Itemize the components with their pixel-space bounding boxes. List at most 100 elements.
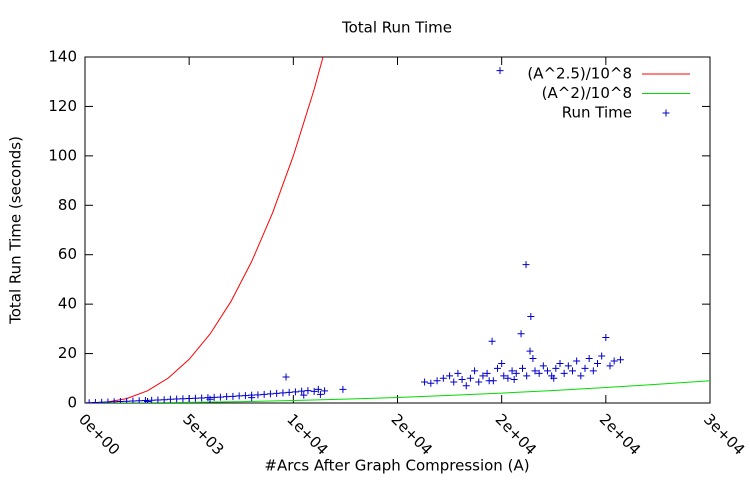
x-tick-label: 1e+04	[283, 410, 331, 458]
point	[616, 356, 624, 364]
point	[519, 364, 526, 372]
point	[485, 377, 493, 385]
chart-title: Total Run Time	[341, 19, 452, 37]
point	[129, 397, 137, 403]
point	[522, 261, 530, 269]
point	[573, 357, 581, 365]
point	[498, 359, 506, 367]
point	[185, 395, 193, 403]
plot-area	[85, 57, 710, 403]
point	[173, 395, 181, 403]
point	[560, 369, 568, 377]
point	[544, 367, 551, 375]
point	[475, 378, 483, 386]
y-tick-label: 0	[67, 394, 77, 412]
point	[508, 367, 516, 375]
y-tick-label: 120	[48, 97, 77, 115]
point	[300, 391, 308, 399]
x-tick-label: 0e+00	[75, 410, 123, 458]
point	[321, 387, 329, 395]
point	[488, 337, 496, 345]
point	[179, 395, 187, 403]
point	[148, 396, 156, 403]
point	[104, 398, 112, 403]
legend-symbol	[662, 109, 670, 117]
point	[206, 395, 214, 403]
point	[198, 394, 206, 402]
point	[581, 364, 589, 372]
point	[479, 372, 487, 380]
y-tick-label: 40	[58, 295, 77, 313]
point	[510, 376, 518, 384]
point	[304, 387, 312, 395]
legend-label: (A^2.5)/10^8	[527, 65, 632, 83]
point	[589, 367, 597, 375]
point	[285, 388, 293, 396]
point	[585, 355, 593, 363]
line-series	[85, 57, 324, 403]
point	[564, 362, 572, 370]
point	[166, 395, 174, 403]
y-tick-label: 80	[58, 196, 77, 214]
point	[123, 397, 131, 403]
x-tick-label: 3e+04	[700, 410, 748, 458]
point	[610, 357, 618, 365]
point	[512, 369, 520, 377]
point	[466, 374, 474, 382]
x-tick-label: 2e+04	[387, 410, 435, 458]
point	[527, 313, 535, 320]
point	[98, 398, 106, 403]
point	[458, 376, 466, 384]
point	[483, 369, 491, 377]
y-axis-label: Total Run Time (seconds)	[7, 136, 25, 325]
point	[471, 367, 479, 375]
x-axis-label: #Arcs After Graph Compression (A)	[264, 457, 529, 475]
point	[462, 382, 470, 390]
x-tick-label: 5e+03	[179, 410, 227, 458]
y-tick-label: 100	[48, 146, 77, 164]
point	[160, 396, 168, 403]
legend-label: (A^2)/10^8	[542, 84, 632, 102]
point	[539, 362, 547, 370]
point	[266, 390, 274, 398]
line-series	[85, 380, 710, 403]
point	[427, 379, 435, 387]
point	[552, 364, 560, 372]
point	[526, 347, 534, 355]
point	[500, 372, 508, 380]
point	[85, 399, 93, 403]
point	[517, 330, 525, 338]
point	[154, 396, 162, 403]
point	[577, 372, 585, 380]
point	[529, 355, 537, 363]
point	[254, 391, 262, 399]
point	[316, 390, 324, 398]
point	[550, 374, 558, 382]
point	[439, 374, 447, 382]
point	[523, 372, 531, 380]
point	[229, 392, 237, 400]
point	[569, 367, 576, 375]
point	[135, 397, 143, 403]
point	[298, 387, 306, 395]
point	[291, 388, 299, 396]
point	[531, 367, 539, 375]
point	[110, 398, 118, 403]
point	[310, 387, 318, 395]
point	[454, 369, 462, 377]
point	[556, 359, 564, 367]
point	[273, 389, 281, 397]
point	[91, 399, 99, 403]
point	[504, 374, 512, 382]
point	[594, 359, 601, 367]
point	[144, 398, 151, 403]
point	[450, 378, 458, 386]
point	[535, 369, 543, 377]
point	[433, 377, 441, 385]
y-tick-label: 20	[58, 344, 77, 362]
point	[282, 373, 290, 381]
point	[279, 389, 287, 397]
point	[496, 67, 504, 75]
x-tick-label: 2e+04	[596, 410, 644, 458]
point	[339, 385, 347, 393]
